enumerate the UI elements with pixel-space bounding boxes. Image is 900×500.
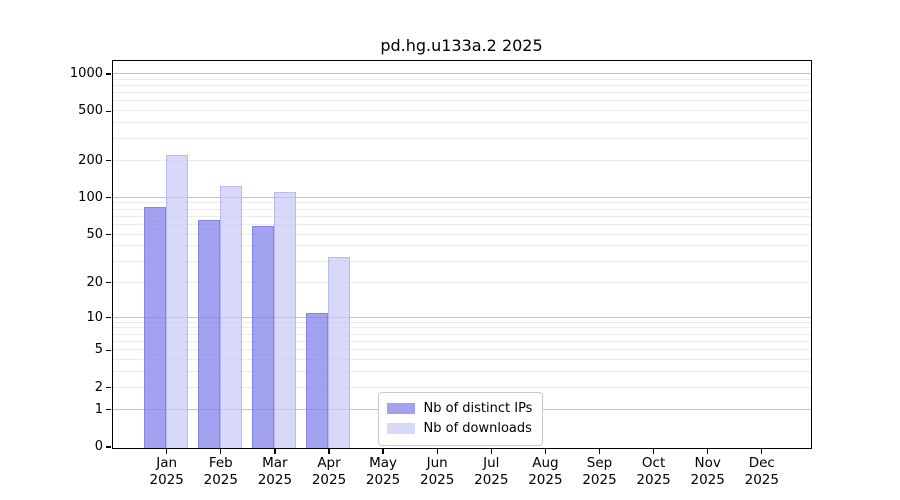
gridline-800 [112,84,811,86]
y-axis-tick-label: 100 [78,189,103,205]
y-axis-tick-label: 10 [86,309,103,325]
gridline-8 [112,327,811,329]
y-tick-mark-0 [106,446,111,448]
x-axis-tick-label: Feb 2025 [203,455,238,488]
x-tick-mark-nov [707,448,709,454]
gridline-10 [112,316,811,318]
y-axis-tick-label: 2 [94,379,103,395]
plot-area: Nb of distinct IPs Nb of downloads [111,59,812,449]
x-axis-tick-label: Jul 2025 [474,455,509,488]
gridline-2 [112,386,811,388]
gridline-600 [112,100,811,102]
y-tick-mark-500 [106,110,111,112]
y-tick-mark-200 [106,159,111,162]
bar-distinct-ips-jan [143,206,166,448]
y-tick-mark-2 [106,387,111,389]
legend-label-distinct-ips: Nb of distinct IPs [423,401,533,416]
gridline-4 [112,359,811,361]
x-tick-mark-jul [490,448,492,454]
gridline-7 [112,333,811,335]
y-tick-mark-1000 [106,73,111,75]
gridline-5 [112,349,811,351]
gridline-300 [112,137,811,139]
chart-title: pd.hg.u133a.2 2025 [380,36,543,55]
x-axis-tick-label: Apr 2025 [311,455,347,488]
y-tick-mark-10 [106,316,111,319]
legend: Nb of distinct IPs Nb of downloads [377,391,544,446]
y-tick-mark-100 [106,197,111,199]
y-axis-tick-label: 1 [94,401,103,417]
y-tick-mark-50 [106,234,111,236]
gridline-500 [112,110,811,112]
bar-distinct-ips-mar [251,225,274,448]
distinct-ips-swatch [386,403,415,414]
gridline-60 [112,224,811,226]
bar-downloads-mar [273,192,296,448]
y-axis-tick-label: 1000 [69,65,103,81]
gridline-100 [112,196,811,198]
bar-distinct-ips-apr [306,313,328,448]
y-axis-tick-label: 200 [78,152,103,168]
downloads-swatch [386,423,415,434]
gridline-40 [112,245,811,247]
y-tick-mark-20 [106,281,111,284]
x-axis-tick-label: Jan 2025 [149,455,184,488]
x-axis-tick-label: Mar 2025 [257,455,293,488]
gridline-200 [112,159,811,161]
y-axis-tick-label: 500 [78,103,103,119]
y-tick-mark-5 [106,349,111,351]
gridline-90 [112,202,811,204]
gridline-30 [112,260,811,262]
gridline-6 [112,340,811,342]
x-axis-tick-label: Dec 2025 [744,455,779,488]
y-axis-tick-label: 0 [94,439,103,454]
y-axis-tick-label: 50 [86,226,103,242]
gridline-1000 [112,72,811,74]
x-tick-mark-apr [328,448,330,454]
legend-item-downloads: Nb of downloads [386,419,533,439]
x-axis-tick-label: May 2025 [365,455,401,488]
bar-downloads-apr [328,257,350,448]
x-tick-mark-dec [761,448,763,454]
bar-downloads-feb [219,185,242,448]
y-axis-tick-label: 20 [86,274,103,290]
x-tick-mark-jan [166,448,168,454]
x-tick-mark-aug [544,448,547,454]
gridline-700 [112,92,811,94]
x-tick-mark-mar [274,448,276,454]
x-axis-tick-label: Sep 2025 [582,455,617,488]
bar-distinct-ips-feb [197,220,220,448]
x-axis-tick-label: Nov 2025 [690,455,725,488]
x-tick-mark-may [382,448,384,454]
x-axis-tick-label: Aug 2025 [528,455,563,488]
legend-label-downloads: Nb of downloads [423,421,532,436]
x-axis-tick-label: Jun 2025 [420,455,455,488]
y-axis-tick-label: 5 [94,342,103,358]
x-tick-mark-sep [598,448,601,454]
gridline-20 [112,281,811,283]
legend-item-distinct-ips: Nb of distinct IPs [386,399,533,419]
gridline-50 [112,233,811,235]
gridline-70 [112,215,811,217]
gridline-9 [112,321,811,323]
x-axis-tick-label: Oct 2025 [636,455,671,488]
y-tick-mark-1 [106,408,111,411]
x-tick-mark-feb [220,448,222,454]
x-tick-mark-oct [652,448,655,454]
bar-downloads-jan [165,155,188,448]
gridline-3 [112,371,811,373]
x-tick-mark-jun [436,448,438,454]
gridline-900 [112,78,811,80]
gridline-80 [112,208,811,210]
gridline-400 [112,122,811,124]
